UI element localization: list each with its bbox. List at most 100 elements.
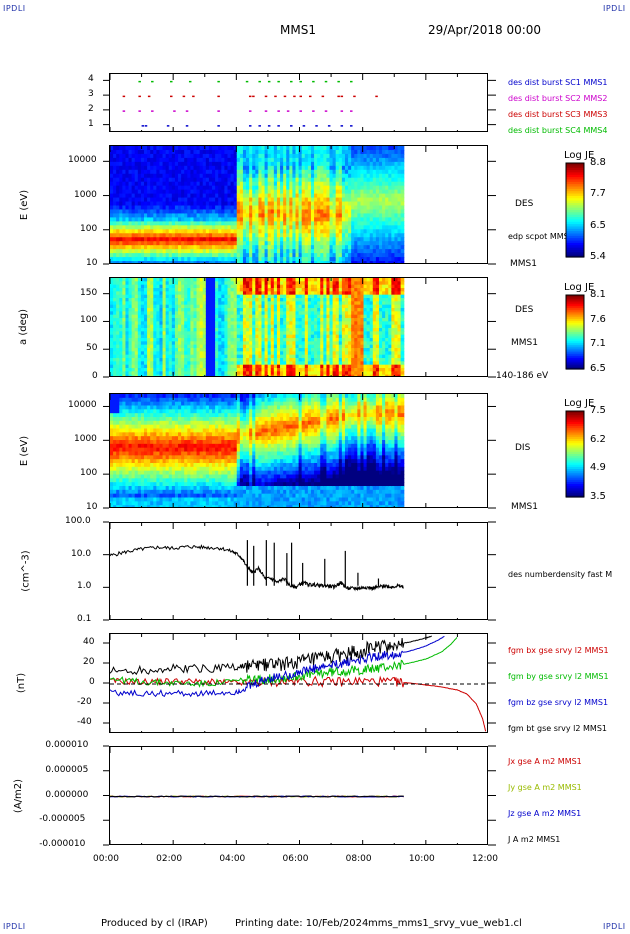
spectrogram-cell: [304, 358, 309, 362]
spectrogram-cell: [332, 165, 337, 171]
spectrogram-cell: [273, 334, 278, 339]
spectrogram-cell: [144, 165, 148, 171]
spectrogram-cell: [261, 341, 266, 346]
burst-mark: [248, 110, 252, 112]
spectrogram-cell: [116, 197, 120, 203]
spectrogram-cell: [212, 249, 216, 254]
spectrogram-cell: [252, 368, 256, 372]
spectrogram-cell: [134, 245, 139, 250]
spectrogram-cell: [249, 368, 253, 372]
spectrogram-cell: [249, 249, 253, 254]
spectrogram-cell: [397, 201, 402, 207]
spectrogram-cell: [292, 354, 297, 359]
spectrogram-cell: [193, 253, 198, 258]
spectrogram-cell: [165, 298, 170, 302]
spectrogram-cell: [246, 165, 250, 171]
spectrogram-cell: [320, 261, 324, 263]
spectrogram-cell: [239, 253, 244, 258]
spectrogram-cell: [224, 201, 229, 207]
spectrogram-cell: [307, 361, 312, 366]
spectrogram-cell: [199, 284, 204, 289]
spectrogram-cell: [239, 213, 244, 218]
spectrogram-cell: [261, 205, 266, 211]
spectrogram-cell: [289, 294, 294, 299]
spectrogram-cell: [137, 261, 142, 263]
spectrogram-cell: [215, 324, 219, 329]
spectrogram-cell: [199, 205, 204, 211]
spectrogram-cell: [165, 354, 170, 359]
spectrogram-cell: [187, 338, 191, 342]
spectrogram-cell: [190, 237, 195, 242]
spectrogram-cell: [344, 149, 349, 155]
spectrogram-cell: [202, 205, 207, 211]
spectrogram-cell: [221, 146, 225, 151]
spectrogram-cell: [144, 301, 148, 306]
spectrogram-cell: [246, 221, 250, 226]
spectrogram-cell: [317, 253, 321, 258]
spectrogram-cell: [348, 217, 352, 222]
spectrogram-cell: [150, 213, 154, 218]
spectrogram-cell: [249, 321, 253, 326]
spectrogram-cell: [314, 358, 318, 362]
spectrogram-cell: [301, 358, 306, 362]
spectrogram-cell: [273, 146, 278, 151]
spectrogram-cell: [307, 253, 312, 258]
spectrogram-cell: [341, 169, 346, 175]
spectrogram-cell: [295, 201, 300, 207]
spectrogram-cell: [289, 221, 294, 226]
spectrogram-cell: [270, 241, 275, 246]
spectrogram-cell: [258, 205, 263, 211]
spectrogram-cell: [218, 161, 222, 167]
spectrogram-cell: [178, 197, 182, 203]
spectrogram-cell: [119, 233, 123, 238]
spectrogram-cell: [156, 205, 161, 211]
spectrogram-cell: [246, 253, 250, 258]
spectrogram-cell: [137, 173, 142, 179]
spectrogram-cell: [150, 361, 154, 366]
spectrogram-cell: [261, 146, 266, 151]
spectrogram-cell: [171, 213, 176, 218]
spectrogram-cell: [147, 213, 151, 218]
spectrogram-cell: [221, 291, 225, 296]
spectrogram-cell: [394, 205, 399, 211]
spectrogram-cell: [246, 354, 250, 359]
spectrogram-cell: [181, 334, 185, 339]
spectrogram-cell: [258, 237, 263, 242]
spectrogram-cell: [128, 314, 133, 319]
spectrogram-cell: [110, 341, 114, 346]
spectrogram-cell: [215, 201, 219, 207]
spectrogram-cell: [276, 298, 281, 302]
spectrogram-cell: [270, 298, 275, 302]
spectrogram-cell: [178, 173, 182, 179]
spectrogram-cell: [116, 185, 120, 191]
spectrogram-cell: [233, 209, 238, 215]
spectrogram-cell: [110, 177, 114, 183]
spectrogram-cell: [233, 301, 238, 306]
spectrogram-cell: [239, 177, 244, 183]
spectrogram-cell: [289, 364, 294, 369]
spectrogram-cell: [242, 249, 247, 254]
burst-mark: [350, 110, 353, 112]
spectrogram-cell: [394, 189, 399, 195]
spectrogram-cell: [351, 185, 355, 191]
spectrogram-cell: [378, 165, 383, 171]
spectrogram-cell: [215, 253, 219, 258]
spectrogram-cell: [314, 344, 318, 349]
spectrogram-cell: [280, 348, 284, 352]
spectrogram-cell: [273, 324, 278, 329]
spectrogram-cell: [131, 301, 136, 306]
spectrogram-cell: [125, 209, 130, 215]
spectrogram-cell: [125, 245, 130, 250]
spectrogram-cell: [233, 165, 238, 171]
spectrogram-cell: [110, 237, 114, 242]
spectrogram-cell: [218, 338, 222, 342]
spectrogram-cell: [140, 161, 145, 167]
spectrogram-cell: [394, 161, 399, 167]
spectrogram-cell: [292, 173, 297, 179]
spectrogram-cell: [267, 157, 272, 163]
spectrogram-cell: [150, 358, 154, 362]
spectrogram-cell: [289, 261, 294, 263]
spectrogram-cell: [144, 334, 148, 339]
spectrogram-cell: [301, 241, 306, 246]
spectrogram-cell: [310, 364, 315, 369]
